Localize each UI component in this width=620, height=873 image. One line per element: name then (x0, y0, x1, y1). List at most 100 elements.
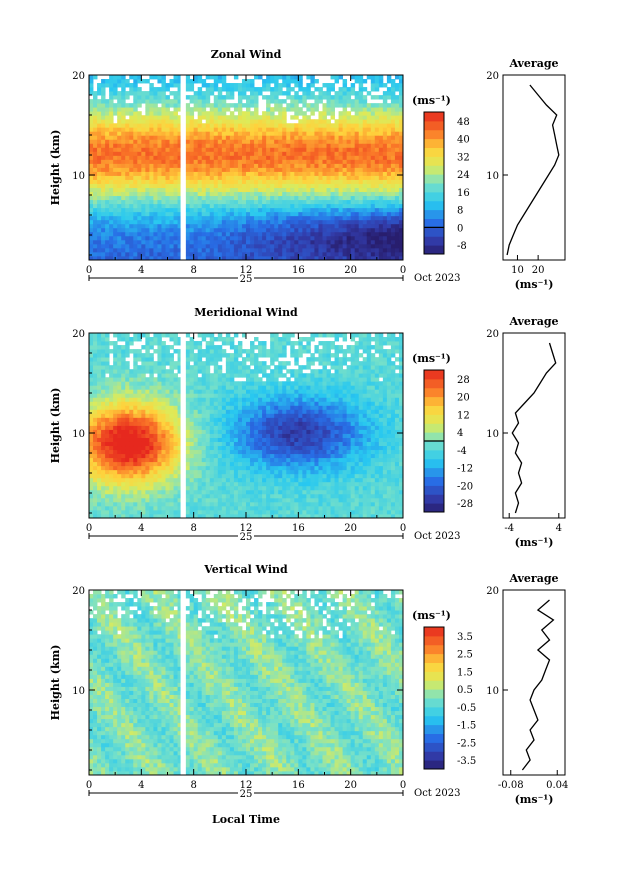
profile-frame (502, 74, 566, 261)
x-tick-label: 4 (138, 523, 144, 534)
data-gap (180, 333, 186, 518)
y-ticks: 10 20 (72, 329, 403, 514)
colorbar-band (424, 218, 444, 228)
x-tick-label: 20 (344, 265, 357, 276)
colorbar-band (424, 449, 444, 460)
colorbar-band (424, 441, 444, 451)
colorbar-tick-label: 24 (457, 170, 470, 181)
colorbar-band (424, 627, 444, 637)
x-tick-label: 0 (86, 265, 92, 276)
colorbar-band (424, 227, 444, 237)
colorbar-tick-label: -0.5 (457, 703, 476, 714)
x-tick-label: 16 (292, 780, 305, 791)
colorbar-tick-label: 16 (457, 188, 470, 199)
colorbar-band (424, 724, 444, 735)
colorbar-tick-label: -3.5 (457, 756, 476, 767)
colorbar-band (424, 405, 444, 415)
x-tick-label: 8 (190, 780, 196, 791)
colorbar-band (424, 662, 444, 672)
month-label: Oct 2023 (414, 273, 460, 284)
heatmap-cells (89, 75, 404, 261)
month-label: Oct 2023 (414, 788, 460, 799)
colorbar-band (424, 378, 444, 389)
date-label: 25 (240, 274, 253, 285)
y-ticks: 10 20 (72, 71, 403, 256)
colorbar-band (424, 191, 444, 202)
date-label: 25 (240, 789, 253, 800)
colorbar-band (424, 138, 444, 149)
colorbar-band (424, 715, 444, 726)
panel-3: Vertical Wind 0 4 8 12 16 20 0 10 20 Height (km) 25… (49, 563, 568, 806)
profile-y-tick-label: 10 (486, 686, 499, 697)
y-tick-label: 10 (72, 686, 85, 697)
profile-title: Average (508, 315, 558, 328)
colorbar-tick-label: 32 (457, 152, 470, 163)
profile-y-tick-label: 20 (486, 71, 499, 82)
colorbar-band (424, 476, 444, 486)
heatmap-cells (89, 590, 404, 776)
colorbar-band (424, 635, 444, 646)
colorbar-tick-label: 4 (457, 428, 463, 439)
colorbar-band (424, 458, 444, 469)
colorbar-band (424, 174, 444, 184)
colorbar-tick-label: 2.5 (457, 650, 473, 661)
colorbar-tick-label: -12 (457, 464, 473, 475)
colorbar-band (424, 112, 444, 122)
average-profile: Average 10 20 10 20 (ms⁻¹) (486, 57, 566, 291)
profile-frame (502, 332, 566, 519)
y-tick-label: 20 (72, 71, 85, 82)
profile-x-tick-label: 0.04 (546, 780, 568, 791)
profile-title: Average (508, 57, 558, 70)
colorbar-band (424, 183, 444, 193)
colorbar-band (424, 156, 444, 166)
colorbar-tick-label: 12 (457, 410, 470, 421)
x-tick-label: 0 (400, 265, 406, 276)
profile-line (521, 599, 555, 771)
profile-x-tick-label: -4 (504, 523, 514, 534)
x-tick-label: 0 (86, 780, 92, 791)
colorbar: -28 -20 -12 -4 4 12 20 28 (ms⁻¹) (412, 352, 473, 513)
x-tick-label: 20 (344, 780, 357, 791)
colorbar-band (424, 209, 444, 220)
profile-x-tick-label: 4 (556, 523, 562, 534)
colorbar-tick-label: 8 (457, 206, 463, 217)
colorbar-band (424, 423, 444, 433)
x-tick-label: 0 (400, 780, 406, 791)
colorbar-tick-label: 48 (457, 117, 470, 128)
colorbar-unit: (ms⁻¹) (412, 94, 451, 107)
colorbar-band (424, 200, 444, 211)
colorbar-band (424, 414, 444, 424)
y-tick-label: 20 (72, 329, 85, 340)
colorbar-tick-label: 28 (457, 375, 470, 386)
colorbar-band (424, 165, 444, 175)
colorbar-band (424, 503, 444, 513)
colorbar: -8 0 8 16 24 32 40 48 (ms⁻¹) (412, 94, 470, 255)
x-axis-label: Local Time (212, 813, 280, 826)
x-ticks: 0 4 8 12 16 20 0 (86, 75, 406, 276)
colorbar-band (424, 370, 444, 380)
profile-y-tick-label: 20 (486, 586, 499, 597)
y-tick-label: 10 (72, 429, 85, 440)
data-gap (180, 590, 186, 775)
panel-title: Vertical Wind (203, 563, 288, 576)
colorbar: -3.5 -2.5 -1.5 -0.5 0.5 1.5 2.5 3.5 (ms⁻¹) (412, 609, 476, 770)
colorbar-band (424, 147, 444, 157)
colorbar-band (424, 742, 444, 752)
colorbar-band (424, 760, 444, 770)
colorbar-band (424, 494, 444, 504)
x-tick-label: 4 (138, 265, 144, 276)
x-tick-label: 4 (138, 780, 144, 791)
colorbar-band (424, 120, 444, 131)
profile-unit: (ms⁻¹) (515, 278, 554, 291)
colorbar-band (424, 644, 444, 655)
date-label: 25 (240, 532, 253, 543)
x-ticks: 0 4 8 12 16 20 0 (86, 333, 406, 534)
colorbar-tick-label: -28 (457, 499, 473, 510)
colorbar-band (424, 689, 444, 699)
colorbar-band (424, 245, 444, 255)
x-tick-label: 16 (292, 523, 305, 534)
y-tick-label: 20 (72, 586, 85, 597)
y-axis-label: Height (km) (49, 130, 62, 206)
x-tick-label: 12 (240, 780, 253, 791)
